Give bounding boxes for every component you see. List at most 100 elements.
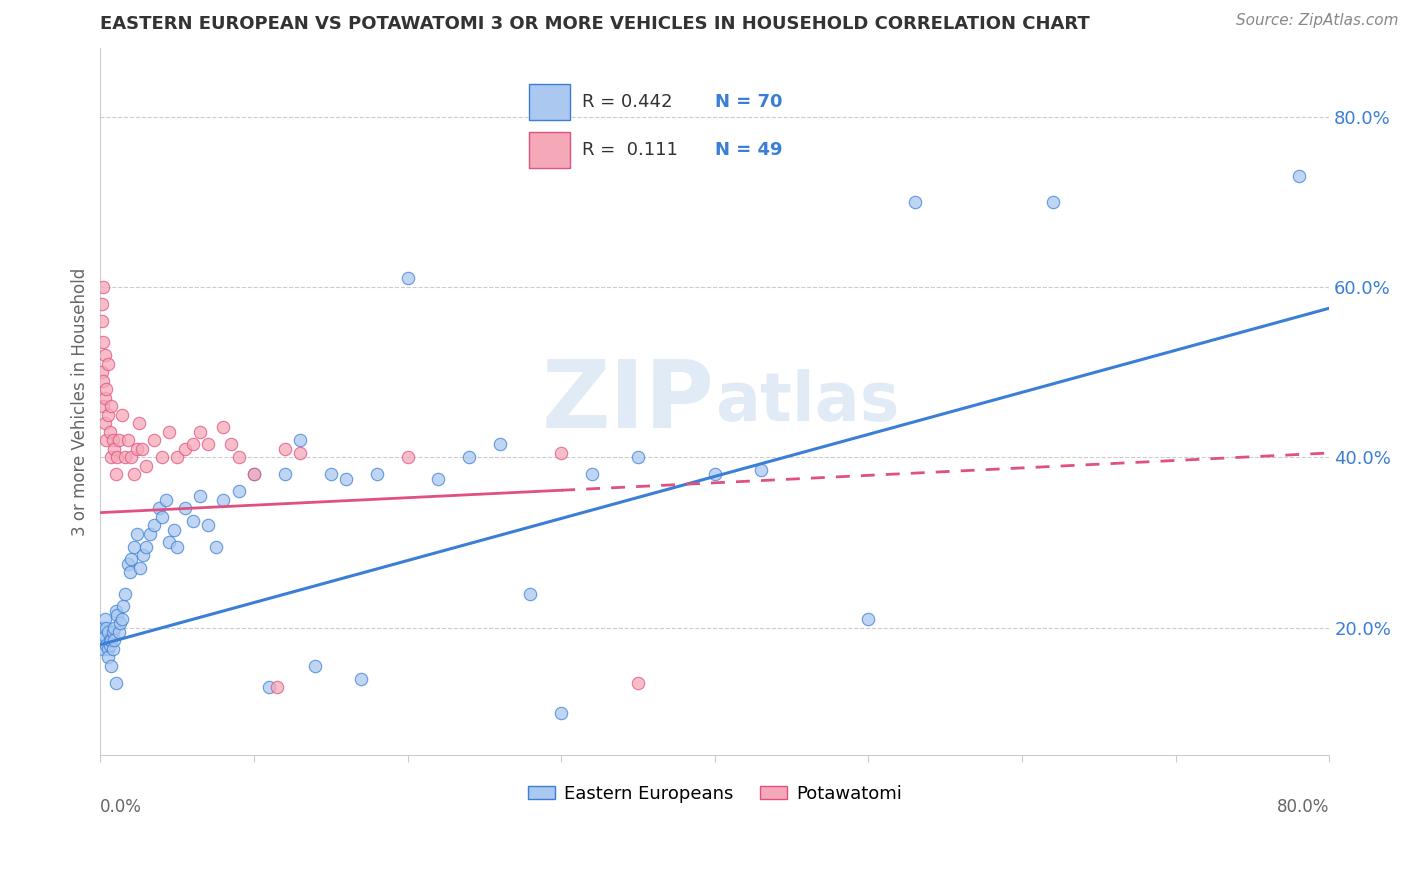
Point (114, 450, 136, 465)
Point (96, 621, 118, 635)
Point (259, 680, 281, 694)
Point (93, 374, 115, 388)
Text: N = 49: N = 49 (716, 141, 783, 159)
Point (212, 420, 235, 434)
Point (131, 442, 153, 456)
Point (94, 629, 117, 643)
Point (100, 659, 122, 673)
Point (122, 467, 145, 482)
Point (627, 450, 650, 465)
Point (94, 612, 117, 626)
Point (90, 314, 112, 328)
Point (104, 676, 127, 690)
Point (98, 638, 121, 652)
Point (219, 437, 242, 451)
Point (427, 471, 450, 485)
Point (107, 434, 129, 448)
Text: 80.0%: 80.0% (1277, 797, 1329, 816)
Point (143, 518, 166, 533)
Point (111, 612, 134, 626)
Text: atlas: atlas (714, 369, 900, 435)
Point (93, 280, 115, 294)
Point (550, 706, 572, 720)
Point (105, 450, 128, 465)
Point (104, 603, 127, 617)
Point (100, 399, 122, 413)
Point (181, 514, 204, 528)
Text: Source: ZipAtlas.com: Source: ZipAtlas.com (1236, 13, 1399, 29)
Point (93, 335, 115, 350)
Point (122, 540, 145, 554)
Point (1288, 169, 1310, 184)
Point (155, 492, 177, 507)
Point (110, 616, 132, 631)
Point (188, 425, 211, 439)
Point (350, 672, 373, 686)
Point (150, 450, 173, 465)
Point (101, 641, 124, 656)
Point (120, 450, 142, 465)
Point (93, 399, 115, 413)
Point (118, 566, 141, 580)
Point (127, 442, 149, 456)
Point (173, 442, 195, 456)
Point (101, 624, 124, 639)
Point (163, 523, 186, 537)
Point (100, 450, 122, 465)
Point (129, 561, 152, 575)
Point (138, 527, 160, 541)
Point (458, 450, 481, 465)
Text: N = 70: N = 70 (716, 93, 783, 111)
Point (96, 638, 118, 652)
Text: EASTERN EUROPEAN VS POTAWATOMI 3 OR MORE VEHICLES IN HOUSEHOLD CORRELATION CHART: EASTERN EUROPEAN VS POTAWATOMI 3 OR MORE… (100, 15, 1090, 33)
Point (1042, 194, 1064, 209)
Point (97, 408, 120, 422)
Text: ZIP: ZIP (541, 356, 714, 448)
Point (98, 633, 121, 648)
Point (93, 641, 115, 656)
Point (197, 437, 219, 451)
Point (101, 434, 124, 448)
Point (94, 348, 117, 362)
Y-axis label: 3 or more Vehicles in Household: 3 or more Vehicles in Household (72, 268, 89, 536)
Point (243, 467, 266, 482)
Text: R =  0.111: R = 0.111 (582, 141, 678, 159)
Point (100, 633, 122, 648)
Point (111, 408, 134, 422)
Point (105, 607, 128, 622)
Point (366, 467, 388, 482)
Point (550, 446, 572, 460)
Point (150, 509, 173, 524)
Point (703, 467, 725, 482)
Point (181, 437, 204, 451)
Point (90, 297, 112, 311)
Point (94, 416, 117, 430)
Point (159, 535, 181, 549)
Point (127, 527, 149, 541)
Point (204, 540, 226, 554)
Point (627, 676, 650, 690)
Point (107, 624, 129, 639)
Point (103, 633, 125, 648)
Point (97, 624, 120, 639)
Point (90, 365, 112, 379)
Point (228, 484, 250, 499)
Point (97, 650, 120, 665)
Point (103, 442, 125, 456)
Point (749, 463, 772, 477)
Point (396, 450, 419, 465)
Point (396, 271, 419, 285)
Point (858, 612, 880, 626)
Point (117, 557, 139, 571)
Point (143, 434, 166, 448)
Text: R = 0.442: R = 0.442 (582, 93, 672, 111)
Point (273, 467, 295, 482)
Point (135, 540, 157, 554)
Point (273, 442, 295, 456)
Point (304, 659, 326, 673)
Point (94, 391, 117, 405)
Point (135, 458, 157, 473)
Point (104, 467, 127, 482)
Point (93, 621, 115, 635)
Point (159, 425, 181, 439)
